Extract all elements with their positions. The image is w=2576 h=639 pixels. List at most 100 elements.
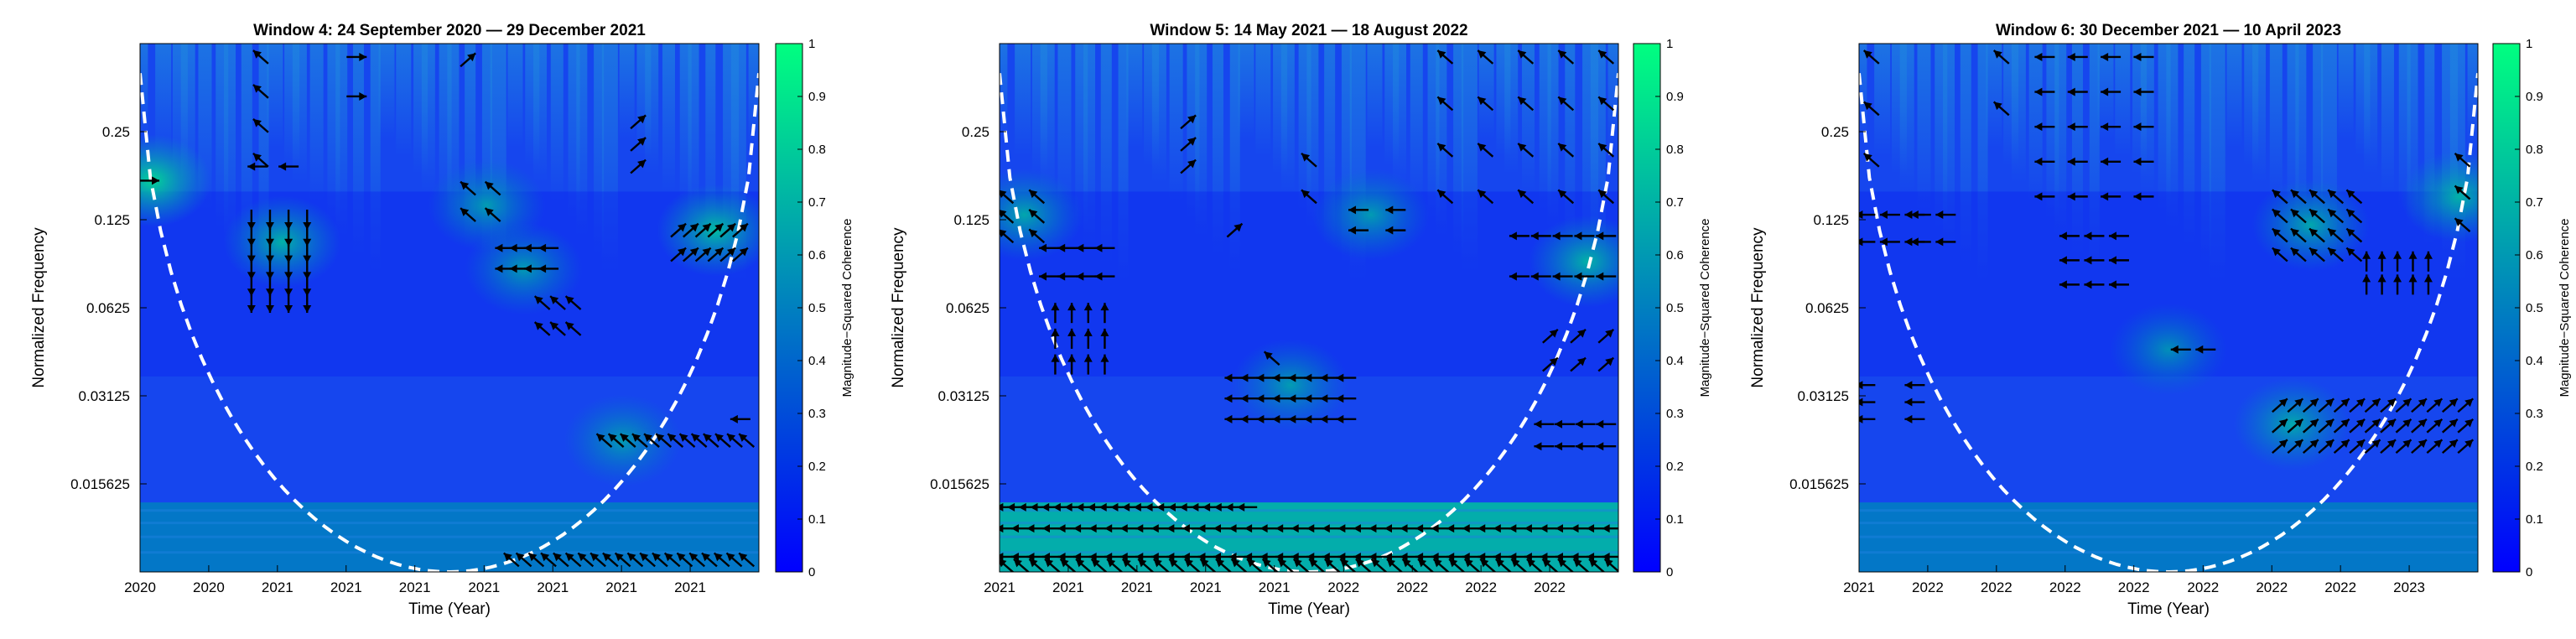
field-streak	[1057, 44, 1072, 210]
phase-arrow	[2349, 397, 2366, 413]
y-tick-label: 0.0625	[86, 300, 130, 316]
phase-arrow	[2364, 439, 2381, 455]
phase-arrow	[2195, 345, 2216, 354]
coherence-hotspot	[223, 195, 341, 288]
phase-arrow	[1028, 189, 1046, 205]
phase-arrow	[2345, 227, 2363, 243]
phase-arrow	[2067, 192, 2088, 201]
phase-arrow	[1509, 272, 1530, 281]
coherence-hotspot	[2233, 377, 2351, 470]
phase-arrow	[2395, 397, 2412, 413]
x-tick-label: 2021	[605, 579, 637, 595]
colorbar-tick-label: 0.9	[808, 90, 826, 104]
field-streak	[1195, 44, 1208, 236]
phase-arrow	[1552, 272, 1573, 281]
x-tick-label: 2022	[1912, 579, 1944, 595]
field-streak	[1436, 44, 1447, 236]
phase-arrow	[140, 176, 160, 185]
phase-arrow	[2034, 87, 2055, 96]
field-streak	[2071, 44, 2083, 253]
phase-arrow	[2059, 280, 2080, 289]
phase-arrow	[2059, 256, 2080, 265]
x-tick-label: 2022	[2049, 579, 2081, 595]
phase-arrow	[2272, 439, 2288, 455]
phase-arrow	[1542, 328, 1559, 344]
phase-arrow	[252, 84, 269, 99]
phase-arrow	[2290, 189, 2307, 205]
colorbar-tick-label: 0.9	[1666, 90, 1684, 104]
phase-arrow	[707, 247, 724, 262]
x-tick-label: 2022	[2118, 579, 2150, 595]
phase-arrow	[2287, 439, 2304, 455]
phase-arrow	[252, 118, 269, 133]
phase-arrow	[1075, 558, 1092, 572]
phase-arrow	[2170, 345, 2191, 354]
x-tick-label: 2021	[984, 579, 1015, 595]
phase-arrow	[732, 222, 749, 238]
phase-arrow	[2457, 439, 2475, 455]
phase-arrow	[683, 247, 699, 262]
phase-arrow	[2457, 418, 2475, 434]
phase-arrow	[2287, 418, 2304, 434]
field-streak	[619, 44, 635, 139]
phase-arrow	[1859, 397, 1876, 407]
phase-arrow	[2423, 251, 2433, 272]
field-streak	[2115, 44, 2131, 157]
field-streak	[267, 44, 283, 148]
phase-arrow	[1557, 558, 1574, 572]
field-streak	[1453, 44, 1464, 253]
x-tick-label: 2021	[468, 579, 500, 595]
colorbar-tick-label: 0.2	[1666, 460, 1684, 474]
phase-arrow	[2364, 418, 2381, 434]
field-streak	[1859, 44, 1867, 139]
phase-arrow	[1076, 272, 1097, 281]
phase-arrow	[2393, 274, 2402, 295]
phase-arrow	[2327, 227, 2345, 243]
phase-arrow	[1355, 558, 1372, 572]
y-tick-label: 0.125	[94, 212, 130, 228]
x-tick-label: 2022	[1396, 579, 1428, 595]
phase-arrow	[1385, 205, 1406, 215]
chart-panel-5: Window 5: 14 May 2021 — 18 August 2022 0.…	[890, 22, 1712, 618]
colorbar-tick-label: 0.9	[2526, 90, 2543, 104]
field-streak	[2028, 44, 2043, 200]
phase-arrow	[2333, 439, 2350, 455]
phase-arrow	[284, 293, 293, 314]
band-stripe	[1859, 522, 2478, 525]
phase-arrow	[726, 433, 743, 448]
chart-panel-6: Window 6: 30 December 2021 — 10 April 20…	[1749, 22, 2572, 618]
phase-arrow	[1067, 328, 1077, 349]
phase-arrow	[1596, 272, 1617, 281]
phase-arrow	[2101, 192, 2122, 201]
phase-arrow	[484, 207, 501, 222]
phase-arrow	[1596, 442, 1617, 451]
field-streak	[1100, 44, 1112, 262]
phase-arrow	[1180, 158, 1197, 174]
x-tick-label: 2022	[2256, 579, 2288, 595]
phase-arrow	[2108, 231, 2129, 241]
phase-arrow	[2101, 122, 2122, 132]
phase-arrow	[1336, 414, 1357, 423]
phase-arrow	[1448, 558, 1465, 572]
phase-arrow	[2034, 122, 2055, 132]
colorbar-tick-label: 0.4	[808, 354, 826, 368]
phase-arrow	[1904, 414, 1925, 423]
phase-arrow	[1137, 558, 1155, 572]
phase-arrow	[670, 247, 687, 262]
phase-arrow	[1574, 231, 1595, 241]
phase-arrow	[1910, 210, 1931, 220]
phase-arrow	[1083, 303, 1093, 324]
phase-arrow	[2318, 439, 2334, 455]
phase-arrow	[1859, 381, 1876, 390]
phase-arrows	[1000, 49, 1618, 572]
phase-arrow	[2380, 418, 2397, 434]
phase-arrow	[1597, 49, 1615, 65]
phase-arrow	[690, 433, 708, 448]
phase-arrow	[1067, 354, 1077, 375]
phase-arrow	[2411, 418, 2428, 434]
phase-arrow	[2309, 189, 2325, 205]
x-axis-label: Time (Year)	[1268, 600, 1350, 618]
phase-arrow	[1094, 272, 1115, 281]
field-streak	[576, 44, 588, 236]
